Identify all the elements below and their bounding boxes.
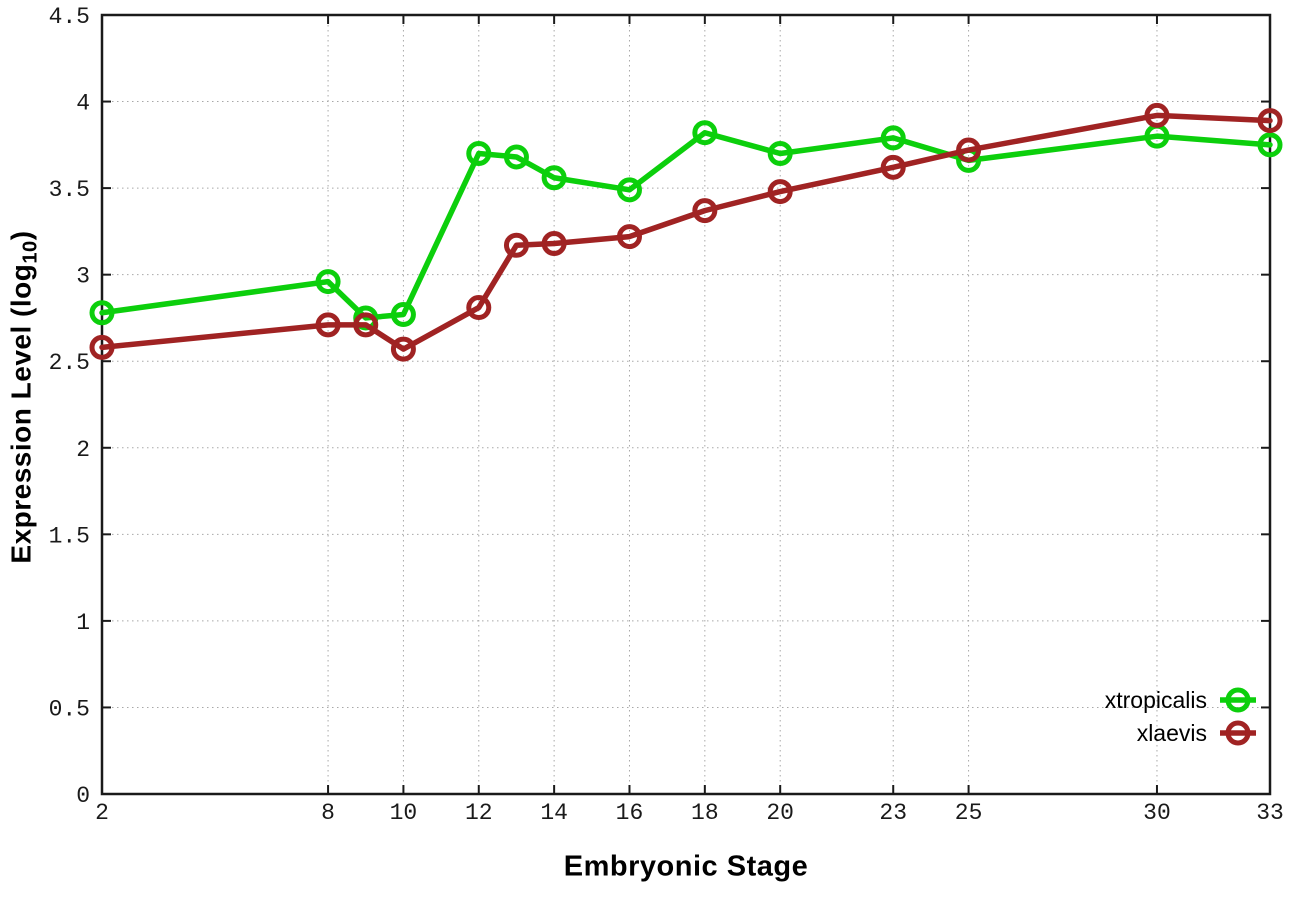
series-xlaevis-point: [541, 231, 567, 257]
x-tick-label: 25: [955, 800, 983, 826]
tick-marks: [101, 14, 1271, 795]
series-xlaevis-line: [99, 112, 1273, 352]
x-tick-label: 33: [1256, 800, 1284, 826]
y-tick-label: 4.5: [49, 4, 90, 30]
series-xlaevis-point: [315, 312, 341, 338]
series-xlaevis-point: [353, 312, 379, 338]
series-xlaevis-point: [390, 336, 416, 362]
x-tick-label: 23: [879, 800, 907, 826]
y-axis-title-subscript: 10: [19, 240, 42, 264]
series-xtropicalis-point: [692, 120, 718, 146]
y-axis-title: Expression Level (log10): [6, 230, 43, 563]
y-tick-label: 3: [76, 264, 90, 290]
x-tick-label: 18: [691, 800, 719, 826]
x-axis-title: Embryonic Stage: [563, 850, 809, 883]
series-xlaevis-point: [1257, 108, 1283, 134]
x-tick-label: 20: [766, 800, 794, 826]
x-tick-label: 16: [616, 800, 644, 826]
gridlines: [102, 15, 1270, 794]
y-tick-label: 4: [76, 91, 90, 117]
series-xlaevis-point: [880, 154, 906, 180]
legend-marker-sample: [1225, 720, 1251, 746]
series-xtropicalis-point: [1257, 132, 1283, 158]
series-xtropicalis-point: [767, 140, 793, 166]
legend: xtropicalis xlaevis: [1105, 687, 1256, 746]
series-xlaevis-point: [503, 232, 529, 258]
x-tick-label: 14: [540, 800, 568, 826]
series-xtropicalis-line: [99, 129, 1273, 321]
series-xlaevis-point: [466, 295, 492, 321]
y-axis-title-suffix: ): [5, 230, 37, 241]
series-xlaevis-point: [616, 224, 642, 250]
legend-marker-sample: [1225, 687, 1251, 713]
series-xtropicalis-point: [390, 301, 416, 327]
x-tick-label: 2: [95, 800, 109, 826]
legend-label-xlaevis: xlaevis: [1137, 720, 1207, 746]
plot-border: [100, 13, 1272, 796]
series-xlaevis-point: [692, 198, 718, 224]
y-tick-label: 3.5: [49, 177, 90, 203]
series-xtropicalis-point: [541, 165, 567, 191]
y-tick-label: 1: [76, 610, 90, 636]
series-xlaevis: [89, 102, 1283, 362]
series-xtropicalis-point: [880, 125, 906, 151]
y-tick-label: 2.5: [49, 350, 90, 376]
series-xlaevis-point: [767, 179, 793, 205]
y-axis-title-text: Expression Level (log: [5, 263, 37, 564]
y-tick-label: 0: [76, 783, 90, 809]
series-xlaevis-point: [89, 334, 115, 360]
series-xlaevis-point: [1144, 102, 1170, 128]
series-xtropicalis-point: [616, 177, 642, 203]
x-tick-label: 10: [390, 800, 418, 826]
y-tick-label: 0.5: [49, 696, 90, 722]
series-xtropicalis-point: [503, 144, 529, 170]
series-xlaevis-point: [956, 137, 982, 163]
tick-labels: 2 8 10 12 14 16 18 20 23 25 30 33 0 0.5 1 1.5 2 2.5 3 3.5 4 4…: [49, 4, 1284, 826]
x-tick-label: 30: [1143, 800, 1171, 826]
legend-label-xtropicalis: xtropicalis: [1105, 687, 1207, 713]
y-tick-label: 2: [76, 437, 90, 463]
x-tick-label: 12: [465, 800, 493, 826]
y-tick-label: 1.5: [49, 523, 90, 549]
series-xtropicalis-point: [315, 269, 341, 295]
series-xtropicalis-point: [89, 300, 115, 326]
legend-item-xtropicalis: xtropicalis: [1105, 687, 1256, 713]
series-xtropicalis: [89, 120, 1283, 331]
x-tick-label: 8: [321, 800, 335, 826]
series-xtropicalis-point: [466, 140, 492, 166]
legend-item-xlaevis: xlaevis: [1137, 720, 1256, 746]
